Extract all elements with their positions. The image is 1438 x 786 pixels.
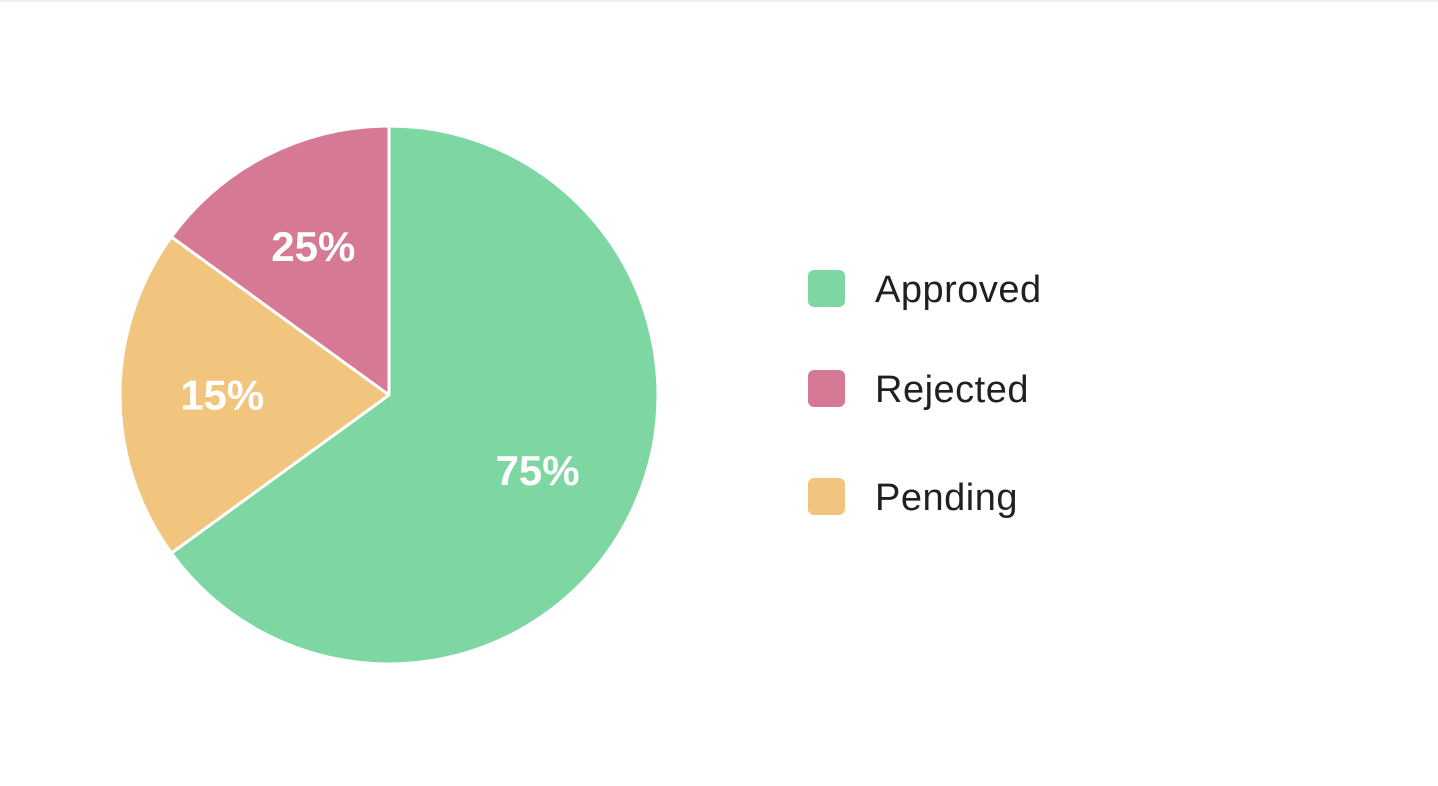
legend-label-approved: Approved xyxy=(875,269,1042,311)
top-divider xyxy=(0,0,1438,2)
legend-label-rejected: Rejected xyxy=(875,369,1029,411)
slice-label-approved: 75% xyxy=(496,447,580,494)
legend-swatch-approved xyxy=(808,270,845,307)
pie-slice-approved[interactable] xyxy=(169,124,660,666)
legend-swatch-pending xyxy=(808,478,845,515)
legend-swatch-rejected xyxy=(808,370,845,407)
pie-slice-labels: 75% 15% 25% xyxy=(180,223,579,494)
slice-label-rejected: 25% xyxy=(271,223,355,270)
pie-slice-pending[interactable] xyxy=(118,235,391,555)
legend-label-pending: Pending xyxy=(875,477,1018,519)
slice-label-pending: 15% xyxy=(180,372,264,419)
pie-slices xyxy=(118,124,660,666)
pie-slice-rejected[interactable] xyxy=(169,124,391,397)
